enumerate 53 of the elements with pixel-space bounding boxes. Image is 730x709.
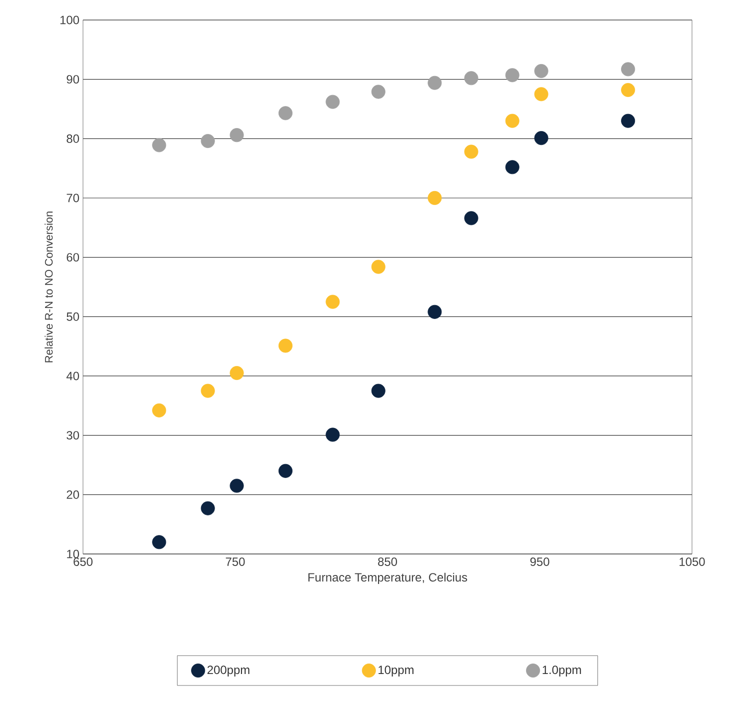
point	[428, 190, 442, 205]
y-tick-label: 80	[66, 134, 80, 143]
y-tick-label: 20	[66, 490, 80, 499]
point	[230, 128, 244, 142]
point	[621, 62, 636, 76]
point	[278, 464, 292, 478]
y-axis-title: Relative R-N to NO Conversion	[44, 212, 53, 362]
y-tick-label: 40	[66, 372, 80, 380]
point	[428, 76, 442, 90]
legend-label: 200ppm	[207, 666, 250, 676]
point	[464, 211, 478, 226]
x-tick-label: 650	[74, 558, 93, 566]
point	[464, 144, 478, 159]
point	[464, 71, 478, 86]
point	[152, 403, 166, 418]
point	[230, 478, 244, 493]
point	[505, 160, 520, 174]
point	[278, 106, 292, 120]
point	[326, 94, 340, 109]
point	[200, 501, 215, 516]
y-tick-label: 50	[66, 312, 80, 321]
x-tick-label: 1050	[680, 558, 705, 566]
point	[230, 366, 244, 380]
legend-label: 10ppm	[378, 666, 414, 676]
point	[621, 114, 636, 128]
y-tick-label: 90	[66, 75, 80, 84]
x-tick-label: 950	[530, 558, 550, 566]
point	[534, 131, 548, 146]
point	[428, 304, 442, 319]
point	[200, 134, 215, 148]
y-tick-label: 100	[60, 16, 80, 24]
point	[621, 83, 636, 97]
point	[152, 535, 166, 550]
x-tick-label: 750	[226, 558, 245, 566]
y-tick-label: 60	[66, 253, 80, 262]
point	[505, 114, 520, 128]
point	[534, 87, 548, 102]
point	[326, 428, 340, 442]
point	[371, 84, 386, 99]
point	[371, 384, 386, 398]
point	[200, 384, 215, 398]
x-axis-title: Furnace Temperature, Celcius	[308, 572, 468, 584]
y-tick-label: 70	[66, 194, 80, 202]
point	[326, 294, 340, 309]
y-tick-label: 30	[66, 431, 80, 440]
point	[534, 64, 548, 78]
point	[152, 138, 166, 152]
x-tick-label: 850	[378, 558, 398, 566]
legend-label: 1.0ppm	[542, 666, 581, 676]
point	[505, 68, 520, 82]
y-tick-label: 10	[67, 550, 80, 558]
point	[278, 338, 292, 353]
point	[371, 260, 386, 274]
